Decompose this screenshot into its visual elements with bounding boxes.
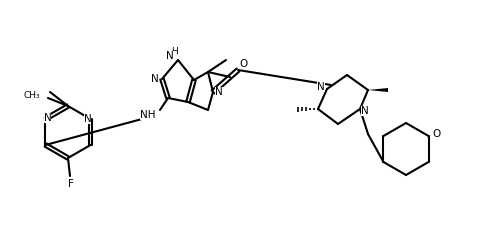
Text: F: F [68, 179, 74, 189]
Text: N: N [361, 106, 369, 116]
Text: NH: NH [140, 110, 156, 120]
Text: N: N [151, 74, 159, 84]
Polygon shape [368, 88, 388, 92]
Text: O: O [433, 129, 440, 139]
Text: N: N [317, 82, 325, 92]
Text: N: N [84, 114, 91, 124]
Text: O: O [240, 59, 248, 69]
Text: CH₃: CH₃ [23, 91, 40, 101]
Text: N: N [215, 87, 223, 97]
Text: N: N [44, 113, 52, 123]
Text: N: N [166, 51, 174, 61]
Text: H: H [172, 47, 179, 56]
